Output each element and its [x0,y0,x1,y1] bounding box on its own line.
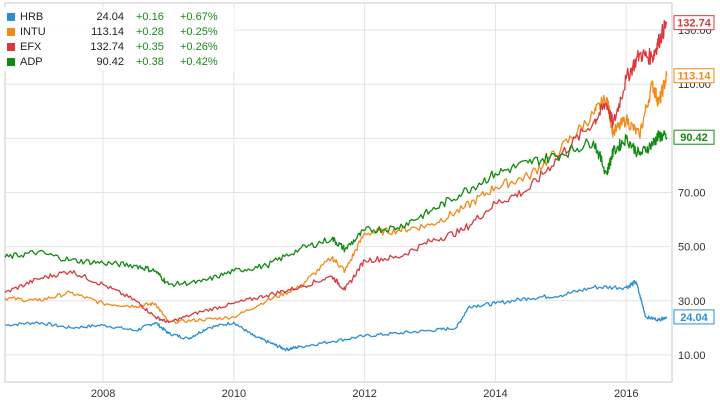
series-line-intu [4,71,668,325]
end-label-text: 113.14 [677,71,711,83]
legend-ticker: HRB [20,10,44,23]
end-label-efx: 132.74 [673,15,715,31]
end-label-box [673,129,715,145]
x-tick-label: 2012 [352,388,376,400]
series-lines [4,20,668,352]
series-line-adp [4,130,668,288]
legend-percent: +0.25% [180,25,218,38]
chart-axes: 10.0030.0050.0070.0090.00110.00130.00200… [91,25,712,400]
legend-price: 113.14 [91,25,124,38]
series-line-hrb [4,279,668,352]
end-label-text: 132.74 [677,18,712,30]
x-tick-label: 2008 [91,388,115,400]
legend-change: +0.16 [136,10,164,23]
x-tick-label: 2014 [483,388,507,400]
legend-swatch [7,42,15,51]
y-tick-label: 50.00 [678,242,706,254]
legend-change: +0.28 [136,25,164,38]
x-tick-label: 2010 [222,388,246,400]
legend-row-intu: INTU 113.14 +0.28 +0.25% [7,24,230,39]
legend-price: 132.74 [90,40,124,53]
legend-change: +0.35 [136,40,164,53]
end-label-text: 24.04 [680,312,708,324]
legend-ticker: INTU [20,25,46,38]
end-label-box [673,15,715,31]
legend-row-adp: ADP 90.42 +0.38 +0.42% [7,54,230,69]
y-tick-label: 30.00 [678,296,706,308]
end-label-text: 90.42 [680,132,708,144]
legend-row-hrb: HRB 24.04 +0.16 +0.67% [7,9,230,24]
legend-swatch [7,57,15,66]
end-label-adp: 90.42 [673,129,715,145]
series-line-efx [4,20,668,324]
y-tick-label: 10.00 [678,350,706,362]
legend-percent: +0.26% [180,40,218,53]
end-label-box [673,68,715,84]
legend-swatch [7,12,15,21]
legend-percent: +0.67% [180,10,218,23]
end-label-box [673,309,715,325]
y-tick-label: 70.00 [678,188,706,200]
legend-change: +0.38 [136,55,164,68]
end-price-labels: 24.04 113.14 132.74 90.42 [673,15,715,325]
legend-price: 90.42 [96,55,124,68]
x-tick-label: 2016 [614,388,638,400]
end-label-intu: 113.14 [673,68,715,84]
legend-price: 24.04 [96,10,124,23]
legend-ticker: EFX [20,40,42,53]
legend-row-efx: EFX 132.74 +0.35 +0.26% [7,39,230,54]
chart-legend: HRB 24.04 +0.16 +0.67% INTU 113.14 +0.28… [3,7,234,71]
end-label-hrb: 24.04 [673,309,715,325]
legend-ticker: ADP [20,55,43,68]
legend-swatch [7,27,15,36]
legend-percent: +0.42% [180,55,218,68]
